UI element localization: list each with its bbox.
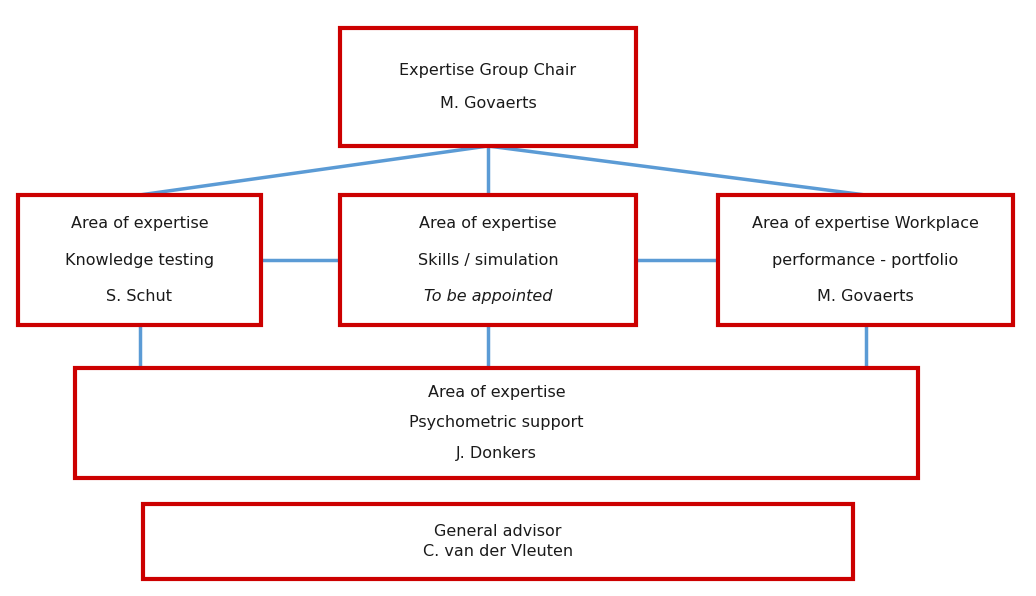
- Text: C. van der Vleuten: C. van der Vleuten: [423, 545, 573, 560]
- Text: To be appointed: To be appointed: [424, 289, 552, 304]
- Bar: [340, 28, 636, 146]
- Bar: [18, 195, 261, 325]
- Text: Skills / simulation: Skills / simulation: [418, 253, 558, 268]
- Text: Area of expertise: Area of expertise: [70, 216, 208, 231]
- Text: General advisor: General advisor: [434, 523, 562, 539]
- Bar: [75, 368, 918, 478]
- Text: Knowledge testing: Knowledge testing: [65, 253, 214, 268]
- Bar: [340, 195, 636, 325]
- Bar: [718, 195, 1013, 325]
- Text: S. Schut: S. Schut: [107, 289, 173, 304]
- Text: M. Govaerts: M. Govaerts: [439, 96, 537, 111]
- Text: J. Donkers: J. Donkers: [456, 446, 537, 461]
- Text: Area of expertise: Area of expertise: [428, 384, 566, 400]
- Text: performance - portfolio: performance - portfolio: [773, 253, 958, 268]
- Bar: [143, 504, 853, 579]
- Text: Psychometric support: Psychometric support: [409, 415, 583, 430]
- Text: M. Govaerts: M. Govaerts: [817, 289, 914, 304]
- Text: Area of expertise: Area of expertise: [420, 216, 556, 231]
- Text: Expertise Group Chair: Expertise Group Chair: [400, 63, 577, 78]
- Text: Area of expertise Workplace: Area of expertise Workplace: [752, 216, 979, 231]
